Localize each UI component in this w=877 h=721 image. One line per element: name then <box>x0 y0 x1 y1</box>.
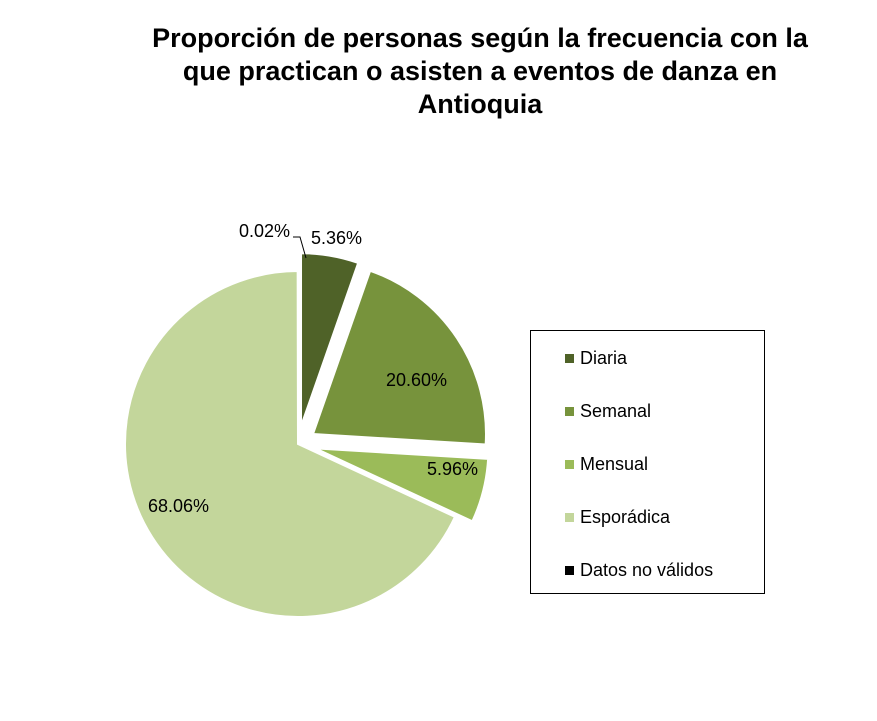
pie-slices <box>124 252 490 618</box>
legend-item-mensual: Mensual <box>565 453 648 475</box>
legend-label: Semanal <box>580 400 652 421</box>
legend-swatch <box>565 459 574 469</box>
legend-item-datos-no-validos: Datos no válidos <box>565 559 713 581</box>
legend-label: Diaria <box>580 347 628 368</box>
legend: Diaria Semanal Mensual Esporádica Datos … <box>530 330 765 594</box>
legend-swatch <box>565 512 574 522</box>
legend-label: Mensual <box>580 453 649 474</box>
data-label: 5.96% <box>427 459 478 479</box>
legend-item-diaria: Diaria <box>565 347 627 369</box>
data-label: 20.60% <box>386 370 447 390</box>
data-label: 0.02% <box>239 221 290 241</box>
data-label: 68.06% <box>148 496 209 516</box>
chart-title: Proporción de personas según la frecuenc… <box>152 23 808 119</box>
legend-label: Datos no válidos <box>580 559 714 580</box>
data-label: 5.36% <box>311 228 362 248</box>
legend-item-esporadica: Esporádica <box>565 506 670 528</box>
legend-label: Esporádica <box>580 506 671 527</box>
pie-labels: 5.36% 20.60% 5.96% 68.06% 0.02% <box>148 221 478 516</box>
legend-swatch <box>565 406 574 416</box>
pie-slice-mensual <box>315 447 490 523</box>
pie-slice-semanal <box>311 269 487 446</box>
legend-item-semanal: Semanal <box>565 400 651 422</box>
legend-swatch <box>565 353 574 363</box>
legend-swatch <box>565 565 574 575</box>
leader-line <box>293 236 307 259</box>
pie-slice-diaria <box>300 252 360 427</box>
pie-slice-esporádica <box>124 269 457 618</box>
